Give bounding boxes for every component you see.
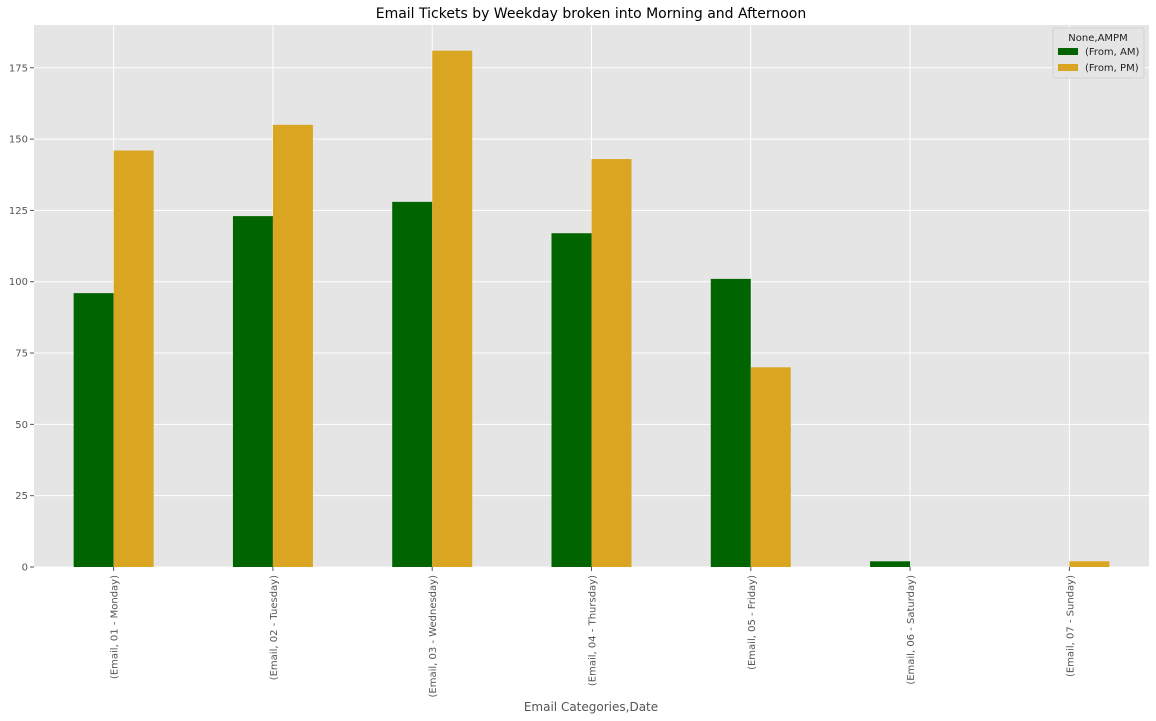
x-tick-label-4: (Email, 05 - Friday) [747,575,758,670]
bar-am-5 [870,561,911,567]
y-tick-label-6: 150 [9,135,28,146]
x-tick-label-2: (Email, 03 - Wednesday) [428,575,439,698]
x-tick-label-5: (Email, 06 - Saturday) [906,575,917,685]
legend-swatch-0 [1058,48,1078,55]
x-tick-label-1: (Email, 02 - Tuesday) [269,575,280,680]
bar-am-1 [232,216,273,567]
y-tick-label-0: 0 [22,563,28,574]
bar-pm-6 [1069,561,1110,567]
bars [73,50,1110,568]
y-tick-label-7: 175 [9,63,28,74]
y-tick-label-5: 125 [9,206,28,217]
bar-am-0 [73,293,114,567]
x-tick-label-6: (Email, 07 - Sunday) [1065,575,1076,677]
bar-am-3 [551,233,592,567]
legend: None,AMPM (From, AM) (From, PM) [1052,27,1145,79]
legend-label-1: (From, PM) [1085,63,1139,74]
bar-pm-3 [591,159,632,568]
y-tick-label-2: 50 [15,420,28,431]
bar-am-4 [710,278,751,567]
bar-am-2 [392,201,433,567]
bar-pm-0 [113,150,154,567]
y-axis-ticks: 0 25 50 75 100 125 150 175 [9,63,34,574]
legend-title: None,AMPM [1068,33,1127,44]
x-axis-ticks: (Email, 01 - Monday) (Email, 02 - Tuesday… [110,567,1076,698]
x-tick-label-3: (Email, 04 - Thursday) [588,575,599,686]
x-tick-label-0: (Email, 01 - Monday) [110,575,121,679]
y-tick-label-3: 75 [15,349,28,360]
bar-pm-1 [272,124,313,567]
x-axis-title: Email Categories,Date [524,700,658,714]
legend-items: (From, AM) (From, PM) [1058,47,1140,74]
bar-pm-2 [432,50,473,567]
legend-swatch-1 [1058,64,1078,71]
y-tick-label-1: 25 [15,491,28,502]
legend-label-0: (From, AM) [1085,47,1140,58]
chart-title: Email Tickets by Weekday broken into Mor… [376,6,807,22]
y-tick-label-4: 100 [9,277,28,288]
bar-pm-4 [750,367,791,567]
